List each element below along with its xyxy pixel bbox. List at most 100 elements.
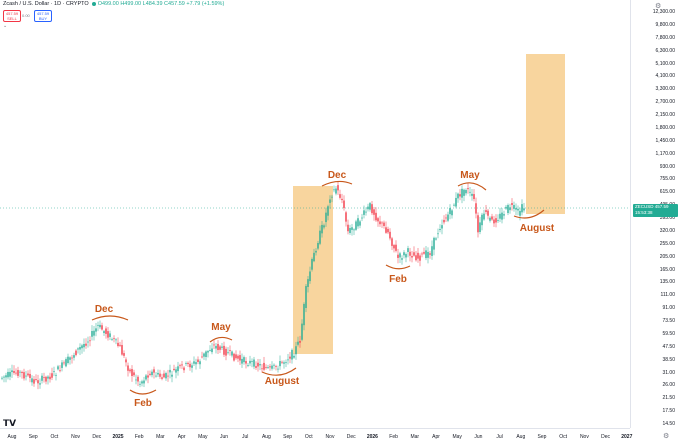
candle-body	[401, 258, 403, 260]
candle-body	[5, 375, 7, 378]
candle-body	[317, 242, 319, 249]
price-tick-label: 9,800.00	[655, 21, 675, 28]
candle-body	[381, 222, 383, 224]
candle-body	[463, 189, 465, 196]
time-tick-label: Nov	[579, 434, 589, 440]
price-tick-label: 930.00	[659, 163, 675, 170]
candle-body	[201, 356, 203, 358]
time-tick-label: May	[452, 434, 462, 440]
candle-body	[251, 360, 253, 362]
candle-body	[277, 368, 279, 370]
symbol-title[interactable]: Zcash / U.S. Dollar · 1D · CRYPTO	[3, 1, 89, 7]
candle-body	[379, 221, 381, 225]
chart-settings-icon[interactable]: ⚙	[655, 3, 662, 10]
candle-body	[143, 380, 145, 384]
candle-body	[493, 219, 495, 224]
price-tick-label: 320.00	[659, 227, 675, 234]
candle-body	[79, 347, 81, 350]
time-tick-label: Oct	[559, 434, 568, 440]
candle-body	[485, 210, 487, 212]
chart-area[interactable]	[0, 0, 630, 428]
candle-body	[443, 219, 445, 223]
candle-body	[491, 216, 493, 220]
candle-body	[119, 344, 121, 346]
price-tick-label: 205.00	[659, 253, 675, 260]
price-tag-row: ZECUSD 457.59	[633, 204, 678, 210]
gear-icon[interactable]: ⚙	[663, 433, 670, 440]
candle-body	[213, 344, 215, 346]
candle-body	[111, 338, 113, 340]
price-tick-label: 6,300.00	[655, 47, 675, 54]
candle-body	[417, 252, 419, 259]
candle-body	[45, 376, 47, 382]
candle-body	[261, 368, 263, 370]
candle-body	[183, 367, 185, 371]
candle-body	[457, 193, 459, 199]
time-tick-label: 2026	[366, 434, 378, 440]
candle-body	[39, 383, 41, 385]
candle-body	[67, 356, 69, 363]
candle-body	[427, 251, 429, 258]
candle-body	[377, 218, 379, 222]
price-tick-label: 3,300.00	[655, 86, 675, 93]
candle-body	[163, 373, 165, 378]
candle-body	[103, 331, 105, 334]
candle-body	[339, 194, 341, 198]
candle-body	[107, 331, 109, 338]
market-status-icon	[91, 1, 96, 6]
annotation-label: Feb	[389, 274, 407, 285]
symbol-legend[interactable]: Zcash / U.S. Dollar · 1D · CRYPTO O499.00…	[3, 1, 224, 7]
candle-body	[181, 364, 183, 366]
candle-body	[301, 323, 303, 340]
annotation-label: August	[264, 376, 300, 387]
candle-body	[177, 366, 179, 372]
candle-body	[413, 252, 415, 256]
candle-body	[81, 345, 83, 349]
candle-body	[267, 367, 269, 368]
candle-body	[319, 230, 321, 244]
candle-body	[37, 380, 39, 384]
candle-body	[397, 254, 399, 258]
price-chart[interactable]	[0, 0, 630, 428]
candle-body	[9, 371, 11, 377]
tradingview-logo[interactable]: 𝗧𝗩	[3, 418, 17, 428]
candle-body	[93, 330, 95, 336]
price-tick-label: 17.50	[662, 408, 675, 415]
sell-button[interactable]: 457.59 SELL	[3, 10, 21, 22]
candle-body	[65, 359, 67, 367]
candle-body	[273, 364, 275, 366]
candle-body	[287, 359, 289, 361]
buy-button[interactable]: 457.59 BUY	[34, 10, 52, 22]
candle-body	[309, 271, 311, 282]
candle-body	[57, 366, 59, 370]
candle-body	[405, 254, 407, 258]
candle-body	[327, 206, 329, 216]
candle-body	[87, 341, 89, 343]
candle-body	[495, 218, 497, 223]
candle-body	[295, 346, 297, 355]
price-tick-label: 91.00	[662, 305, 675, 312]
candle-body	[473, 194, 475, 200]
candle-body	[389, 231, 391, 239]
candle-body	[139, 383, 141, 385]
candle-body	[263, 362, 265, 370]
candle-body	[303, 303, 305, 326]
price-tick-label: 755.00	[659, 176, 675, 183]
candle-body	[407, 248, 409, 252]
price-tick-label: 31.00	[662, 369, 675, 376]
candle-body	[345, 212, 347, 222]
candle-body	[149, 373, 151, 375]
price-tick-label: 395.00	[659, 215, 675, 221]
collapse-legend-icon[interactable]: ⌄	[3, 23, 8, 29]
candle-body	[361, 217, 363, 219]
time-axis[interactable]: Aug Sep Oct Nov Dec 2025 Feb Mar Apr May Jun Jul Aug…	[0, 428, 632, 445]
price-axis[interactable]: 12,300.00 9,800.00 7,800.00 6,300.00 5,100.0…	[630, 0, 680, 428]
time-tick-label: Feb	[134, 434, 144, 440]
candle-body	[421, 253, 423, 255]
candle-body	[431, 246, 433, 256]
price-tick-label: 12,300.00	[652, 9, 675, 15]
annotation-arc	[385, 264, 411, 270]
annotation-arc	[91, 315, 129, 321]
candle-body	[285, 362, 287, 364]
candle-body	[445, 217, 447, 219]
